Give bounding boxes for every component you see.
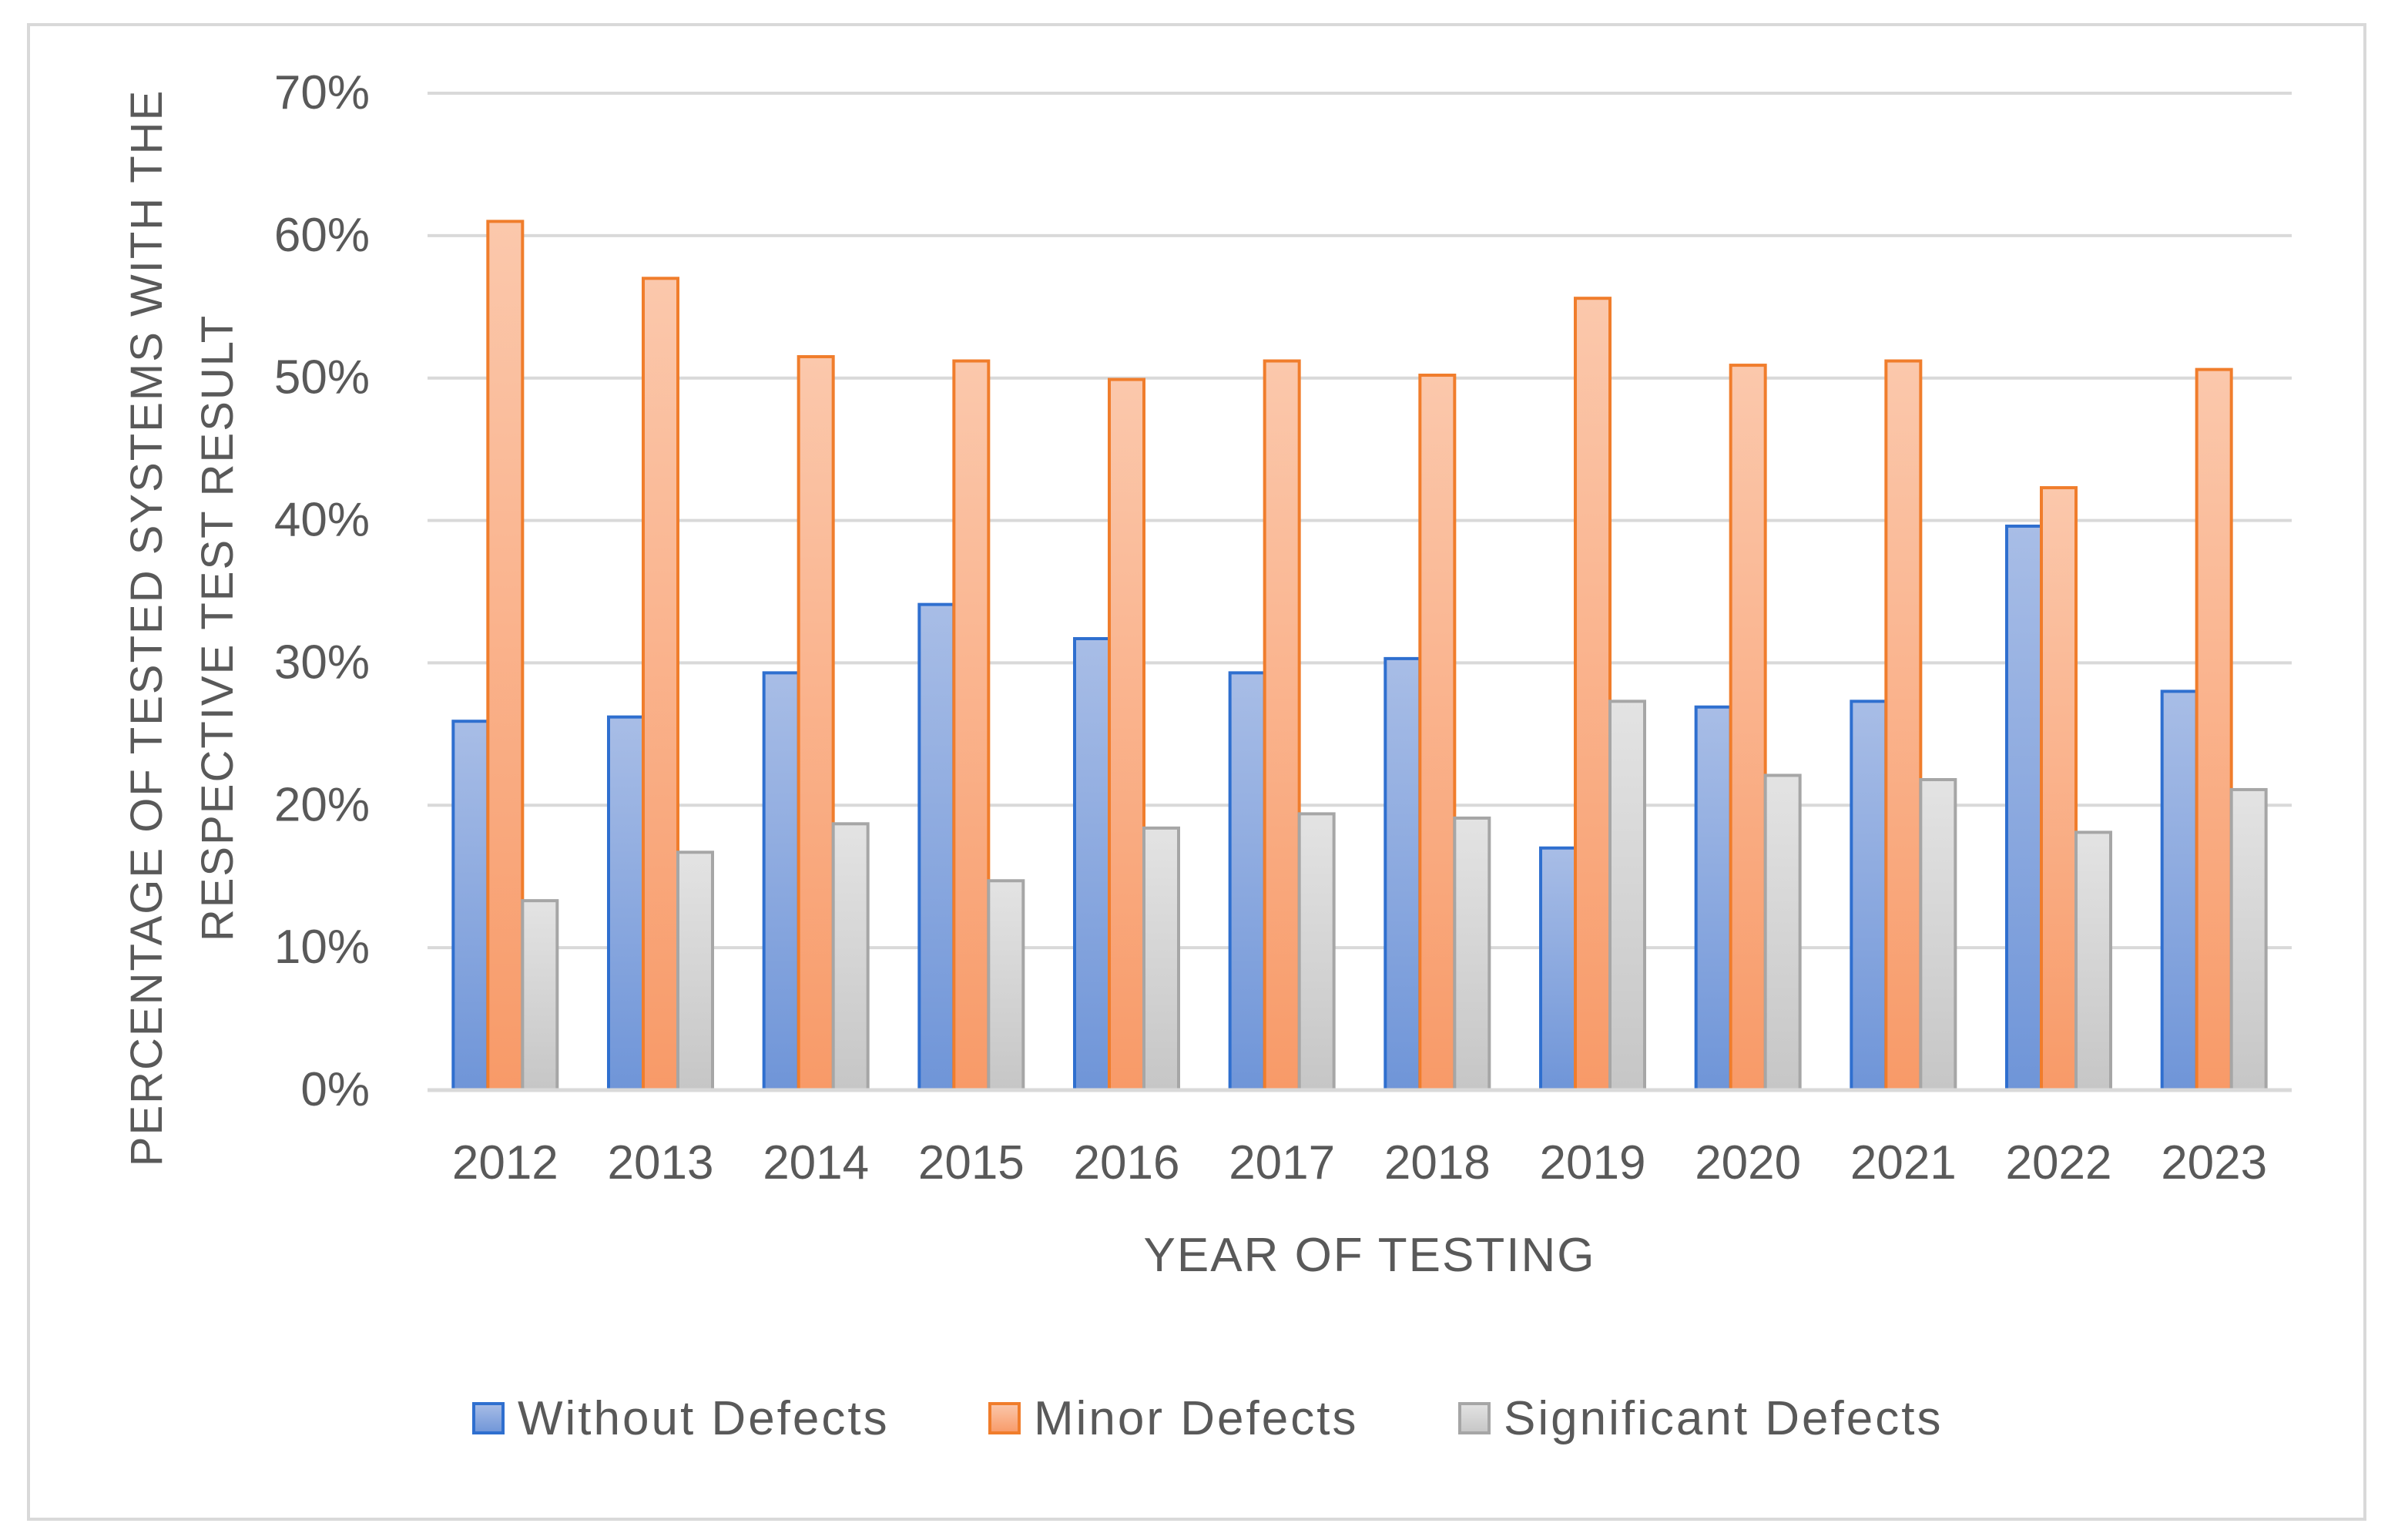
legend-label-without-defects: Without Defects	[518, 1392, 890, 1445]
bar-without-defects-2012	[451, 720, 490, 1092]
bar-minor-defects-2016	[1108, 377, 1145, 1092]
bar-significant-defects-2021	[1919, 778, 1957, 1092]
y-axis-title-line-2: RESPECTIVE TEST RESULT	[193, 314, 243, 941]
chart-border	[27, 23, 2366, 1521]
x-tick-label-2023: 2023	[2161, 1136, 2267, 1189]
bar-minor-defects-2022	[2040, 486, 2078, 1092]
x-tick-label-2021: 2021	[1850, 1136, 1957, 1189]
x-tick-label-2017: 2017	[1229, 1136, 1335, 1189]
bar-significant-defects-2012	[521, 899, 559, 1092]
bar-without-defects-2022	[2005, 524, 2043, 1092]
x-tick-label-2012: 2012	[452, 1136, 558, 1189]
bar-significant-defects-2023	[2229, 787, 2268, 1092]
x-tick-label-2022: 2022	[2006, 1136, 2112, 1189]
y-axis-title-line-1: PERCENTAGE OF TESTED SYSTEMS WITH THE	[122, 89, 172, 1166]
bar-without-defects-2020	[1694, 705, 1732, 1092]
y-tick-label-20: 20%	[274, 778, 370, 831]
bar-significant-defects-2017	[1297, 812, 1336, 1092]
bar-significant-defects-2022	[2074, 830, 2112, 1092]
bar-significant-defects-2018	[1453, 816, 1491, 1092]
bar-without-defects-2016	[1073, 637, 1111, 1092]
x-tick-label-2020: 2020	[1695, 1136, 1801, 1189]
bar-minor-defects-2023	[2195, 367, 2233, 1092]
y-tick-label-50: 50%	[274, 351, 370, 404]
legend-swatch-without-defects	[472, 1402, 505, 1434]
y-tick-label-60: 60%	[274, 209, 370, 262]
y-axis-title: PERCENTAGE OF TESTED SYSTEMS WITH THE RES…	[122, 89, 243, 1166]
y-tick-label-40: 40%	[274, 494, 370, 547]
bar-without-defects-2018	[1383, 656, 1422, 1092]
bar-without-defects-2023	[2160, 689, 2199, 1092]
bar-significant-defects-2013	[676, 851, 714, 1092]
bar-minor-defects-2015	[952, 359, 991, 1092]
y-tick-label-10: 10%	[274, 921, 370, 974]
bar-without-defects-2013	[607, 715, 645, 1092]
x-tick-label-2013: 2013	[608, 1136, 714, 1189]
bar-significant-defects-2020	[1763, 773, 1802, 1092]
x-tick-label-2018: 2018	[1384, 1136, 1491, 1189]
legend-label-significant-defects: Significant Defects	[1504, 1392, 1943, 1445]
legend-swatch-significant-defects	[1458, 1402, 1491, 1434]
bar-significant-defects-2015	[987, 879, 1025, 1092]
x-tick-label-2019: 2019	[1540, 1136, 1646, 1189]
x-tick-label-2014: 2014	[763, 1136, 869, 1189]
bar-minor-defects-2014	[797, 354, 835, 1092]
bar-minor-defects-2012	[486, 220, 525, 1092]
x-tick-label-2016: 2016	[1074, 1136, 1180, 1189]
bar-significant-defects-2014	[831, 822, 870, 1092]
bar-minor-defects-2020	[1729, 364, 1767, 1092]
bar-without-defects-2019	[1539, 846, 1577, 1092]
bar-minor-defects-2017	[1263, 359, 1301, 1092]
bar-minor-defects-2013	[642, 277, 679, 1092]
bar-significant-defects-2019	[1608, 700, 1646, 1092]
bar-minor-defects-2021	[1884, 359, 1923, 1092]
legend-label-minor-defects: Minor Defects	[1034, 1392, 1358, 1445]
bar-without-defects-2015	[917, 602, 956, 1092]
bar-without-defects-2017	[1228, 671, 1266, 1092]
bar-minor-defects-2019	[1574, 297, 1612, 1092]
legend-swatch-minor-defects	[988, 1402, 1021, 1434]
x-axis-title: YEAR OF TESTING	[1144, 1229, 1596, 1282]
bar-without-defects-2014	[762, 671, 800, 1092]
y-tick-label-70: 70%	[274, 66, 370, 119]
bar-without-defects-2021	[1850, 700, 1888, 1092]
bar-significant-defects-2016	[1142, 826, 1180, 1092]
bar-minor-defects-2018	[1418, 374, 1457, 1092]
y-tick-label-30: 30%	[274, 636, 370, 689]
y-tick-label-0: 0%	[300, 1063, 370, 1116]
x-tick-label-2015: 2015	[918, 1136, 1025, 1189]
